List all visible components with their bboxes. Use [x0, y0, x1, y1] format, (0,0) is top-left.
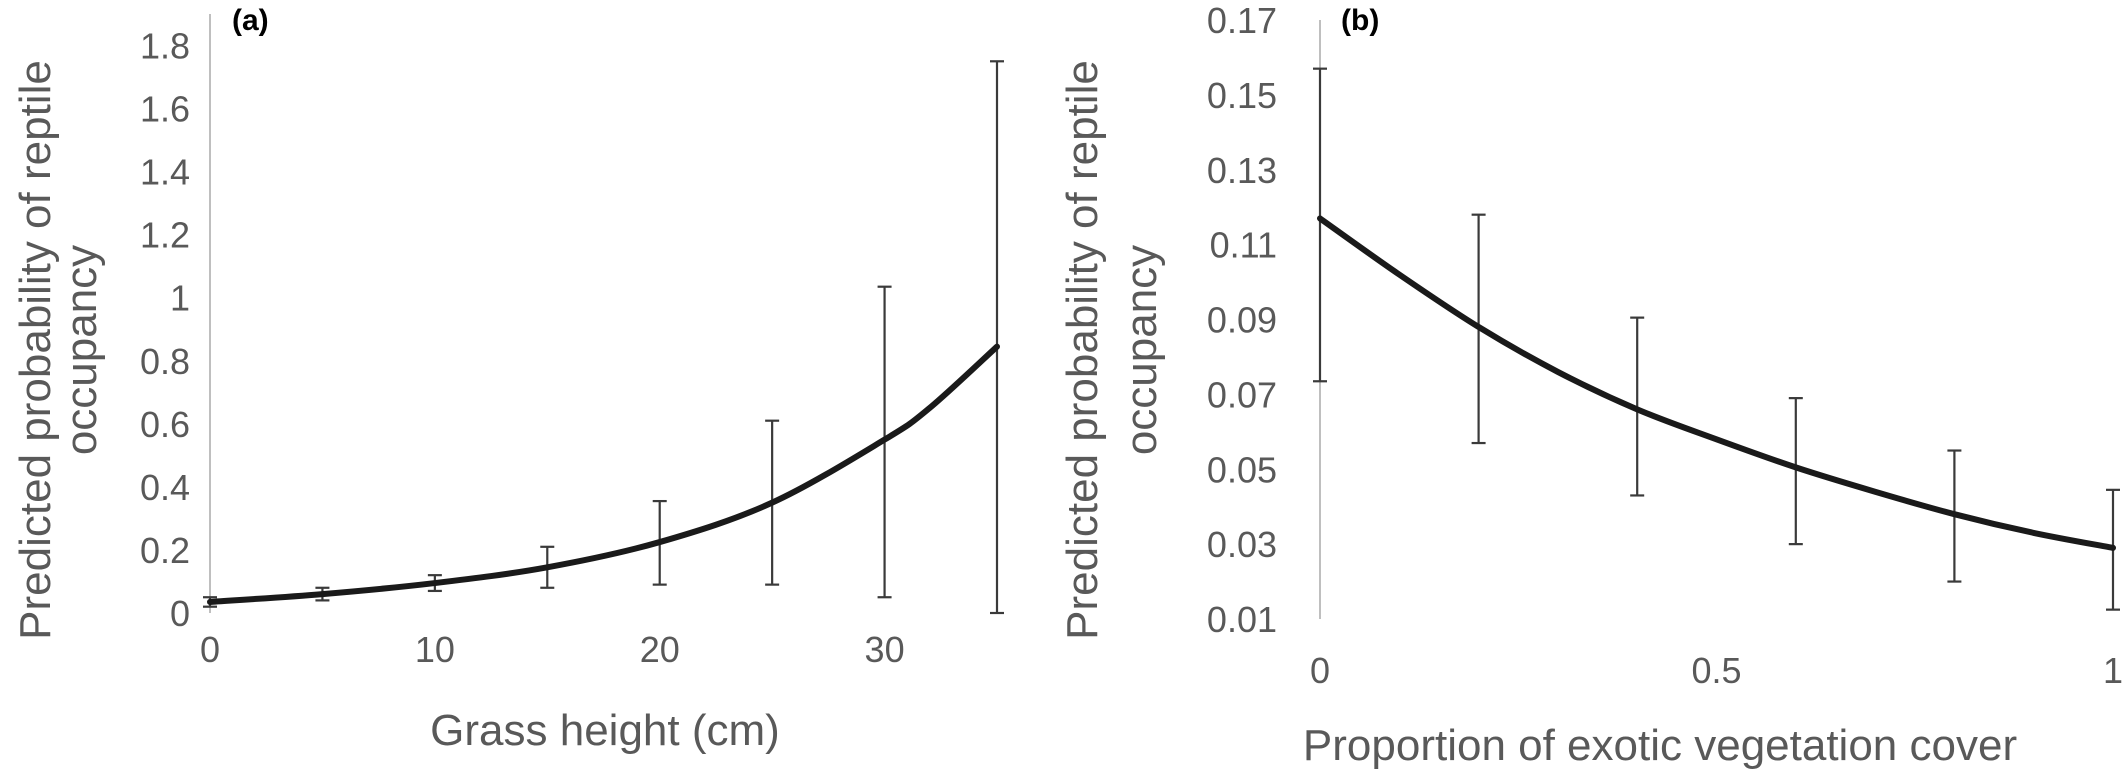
x-tick-labels-b: 0 0.5 1: [1310, 650, 2123, 691]
y-axis-title-a-line1: Predicted probability of reptile: [11, 60, 60, 640]
panel-label-a: (a): [232, 4, 269, 37]
y-tick-label: 0.15: [1207, 75, 1277, 116]
y-tick-label: 1.8: [140, 26, 190, 67]
error-bars-b: [1313, 67, 2120, 611]
x-tick-label: 10: [415, 629, 455, 670]
panel-label-b: (b): [1341, 4, 1379, 37]
y-axis-title-b-line2: occupancy: [1117, 245, 1166, 455]
y-tick-label: 0.6: [140, 404, 190, 445]
x-tick-labels-a: 0 10 20 30: [200, 629, 905, 670]
panel-a: (a) Predicted probability of reptile occ…: [11, 4, 1004, 755]
y-tick-label: 0.01: [1207, 599, 1277, 640]
y-tick-label: 0.05: [1207, 449, 1277, 490]
error-bar: [990, 60, 1004, 615]
y-tick-label: 0.2: [140, 530, 190, 571]
y-tick-label: 1.6: [140, 89, 190, 130]
y-tick-label: 0.09: [1207, 300, 1277, 341]
x-tick-label: 0: [1310, 650, 1330, 691]
x-tick-label: 0: [200, 629, 220, 670]
y-tick-label: 0.13: [1207, 150, 1277, 191]
series-line-a: [207, 343, 1000, 605]
y-tick-label: 0.4: [140, 467, 190, 508]
series-line-b: [1317, 215, 2116, 551]
y-tick-label: 1.2: [140, 215, 190, 256]
x-tick-label: 20: [640, 629, 680, 670]
error-bar: [1788, 397, 1803, 546]
x-axis-title-b: Proportion of exotic vegetation cover: [1303, 721, 2017, 770]
error-bar: [1313, 67, 1327, 383]
y-axis-title-a-line2: occupancy: [57, 245, 106, 455]
y-tick-labels-a: 0 0.2 0.4 0.6 0.8 1 1.2 1.4 1.6 1.8: [140, 26, 190, 634]
y-axis-title-b-line1: Predicted probability of reptile: [1058, 60, 1107, 640]
y-tick-labels-b: 0.01 0.03 0.05 0.07 0.09 0.11 0.13 0.15 0.17: [1207, 0, 1277, 640]
x-tick-label: 30: [865, 629, 905, 670]
y-tick-label: 0: [170, 593, 190, 634]
y-tick-label: 0.03: [1207, 524, 1277, 565]
y-tick-label: 0.17: [1207, 0, 1277, 41]
x-axis-title-a: Grass height (cm): [430, 706, 780, 755]
y-tick-label: 1.4: [140, 152, 190, 193]
error-bars-a: [203, 60, 1004, 615]
y-tick-label: 0.07: [1207, 374, 1277, 415]
y-tick-label: 1: [170, 278, 190, 319]
y-tick-label: 0.11: [1210, 225, 1277, 266]
x-tick-label: 1: [2103, 650, 2123, 691]
y-tick-label: 0.8: [140, 341, 190, 382]
x-tick-label: 0.5: [1691, 650, 1741, 691]
panel-b: (b) Predicted probability of reptile occ…: [1058, 0, 2123, 770]
